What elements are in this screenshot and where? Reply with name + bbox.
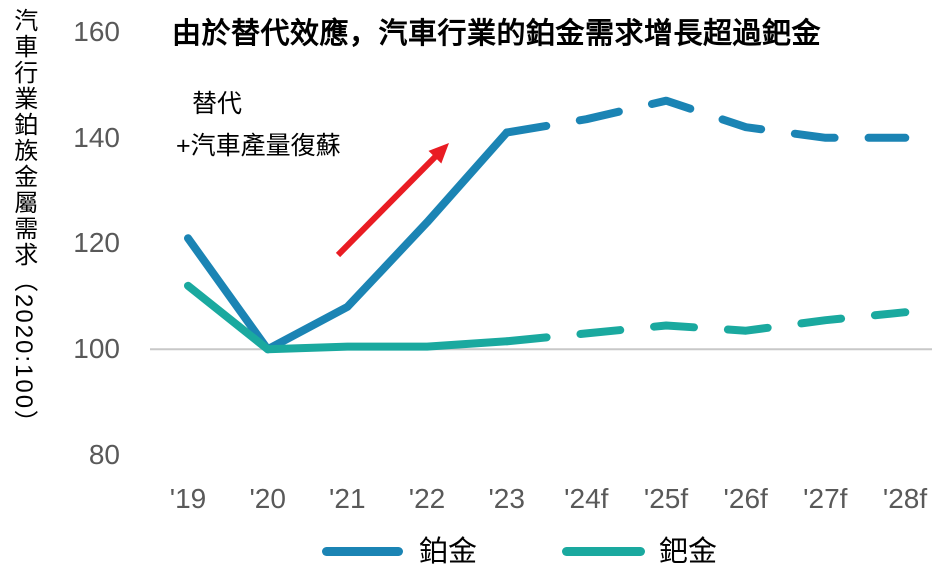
x-tick-label: '24f xyxy=(564,483,609,514)
platinum-line-dashed xyxy=(502,96,910,142)
x-tick-label: '23 xyxy=(488,483,525,514)
legend-label-palladium: 鈀金 xyxy=(659,536,718,568)
annotation-substitution: 替代 xyxy=(192,90,243,118)
y-tick-label: 160 xyxy=(73,16,120,47)
y-axis-tick-labels: 160 140 120 100 80 xyxy=(50,0,120,480)
x-tick-label: '22 xyxy=(408,483,446,514)
y-tick-label: 120 xyxy=(73,227,120,258)
legend-swatch-palladium xyxy=(562,547,645,556)
annotation-arrow-shaft xyxy=(335,153,439,258)
y-tick-label: 80 xyxy=(88,439,120,470)
x-tick-label: '25f xyxy=(643,483,689,514)
x-tick-label: '28f xyxy=(882,483,928,514)
palladium-line-dashed xyxy=(502,308,910,346)
legend-swatch-platinum xyxy=(322,547,403,556)
palladium-line-solid xyxy=(184,281,511,354)
annotation-auto-recovery: +汽車產量復蘇 xyxy=(176,132,341,160)
legend-label-platinum: 鉑金 xyxy=(419,536,478,568)
x-tick-label: '21 xyxy=(329,483,366,514)
x-tick-label: '19 xyxy=(169,483,207,514)
x-tick-label: '26f xyxy=(723,483,768,514)
annotation-arrow-head xyxy=(428,143,449,164)
x-tick-label: '27f xyxy=(803,483,848,514)
legend: 鉑金 鈀金 xyxy=(0,534,940,574)
x-tick-label: '20 xyxy=(249,483,286,514)
y-tick-label: 140 xyxy=(73,122,120,153)
y-tick-label: 100 xyxy=(73,333,120,364)
chart-title: 由於替代效應，汽車行業的鉑金需求增長超過鈀金 xyxy=(172,18,822,50)
x-axis-tick-labels: '19 '20 '21 '22 '23 '24f '25f '26f '27f … xyxy=(0,482,940,518)
y-axis-title: 汽車行業鉑族金屬需求（2020:100） xyxy=(9,8,37,437)
platinum-line-solid xyxy=(184,128,511,354)
